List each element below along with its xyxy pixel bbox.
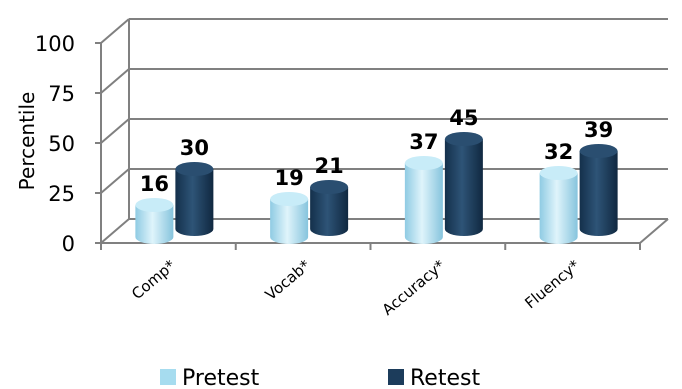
legend-label: Pretest xyxy=(182,366,260,389)
y-tick-label: 0 xyxy=(62,232,75,256)
bar-top xyxy=(175,162,214,176)
legend-swatch xyxy=(160,369,176,385)
bar-top xyxy=(579,144,618,158)
bar-retest-vocab xyxy=(310,180,349,236)
bar-pretest-comp xyxy=(135,198,174,244)
x-tick-label: Vocab* xyxy=(262,256,314,304)
legend-item-pretest: Pretest xyxy=(160,366,260,389)
bar-top xyxy=(444,132,483,146)
bar-body xyxy=(579,151,618,236)
data-labels: 16 19 37 32 30 21 45 39 xyxy=(140,106,613,196)
bars xyxy=(135,132,618,244)
y-tick-label: 25 xyxy=(48,182,75,206)
data-label: 16 xyxy=(140,172,169,196)
bar-pretest-fluency xyxy=(539,166,578,244)
bar-top xyxy=(404,156,443,170)
data-label: 37 xyxy=(409,130,438,154)
gridlines xyxy=(100,18,668,244)
bar-retest-accuracy xyxy=(444,132,483,236)
bar-top xyxy=(539,166,578,180)
data-label: 30 xyxy=(180,136,209,160)
bar-body xyxy=(270,199,309,244)
gridline-25-depth xyxy=(100,168,130,194)
gridline-50-depth xyxy=(100,118,130,144)
y-tick-label: 100 xyxy=(35,32,75,56)
x-tick-label: Fluency* xyxy=(521,256,583,312)
gridline-75-depth xyxy=(100,68,130,94)
bar-body xyxy=(444,139,483,236)
legend-swatch xyxy=(388,369,404,385)
bar-top xyxy=(135,198,174,212)
bar-pretest-accuracy xyxy=(404,156,443,244)
legend-label: Retest xyxy=(410,366,480,389)
legend: Pretest Retest xyxy=(160,366,480,389)
bar-top xyxy=(270,192,309,206)
bar-body xyxy=(539,173,578,244)
bar-body xyxy=(310,187,349,236)
bar-top xyxy=(310,180,349,194)
bar-retest-comp xyxy=(175,162,214,236)
data-label: 39 xyxy=(584,118,613,142)
data-label: 45 xyxy=(449,106,478,130)
y-tick-label: 75 xyxy=(48,82,75,106)
data-label: 19 xyxy=(275,166,304,190)
data-label: 21 xyxy=(315,154,344,178)
legend-item-retest: Retest xyxy=(388,366,480,389)
bar-body xyxy=(135,205,174,244)
bar-body xyxy=(175,169,214,236)
bar-retest-fluency xyxy=(579,144,618,236)
gridline-100-depth xyxy=(100,18,130,44)
x-tick-label: Accuracy* xyxy=(379,256,449,319)
data-label: 32 xyxy=(544,140,573,164)
bar-pretest-vocab xyxy=(270,192,309,244)
y-tick-label: 50 xyxy=(48,132,75,156)
bar-body xyxy=(404,163,443,244)
x-tick-label: Comp* xyxy=(128,256,179,303)
y-axis-title: Percentile xyxy=(15,92,39,191)
floor-right-edge xyxy=(639,218,669,244)
gridline-0-depth xyxy=(100,218,130,244)
